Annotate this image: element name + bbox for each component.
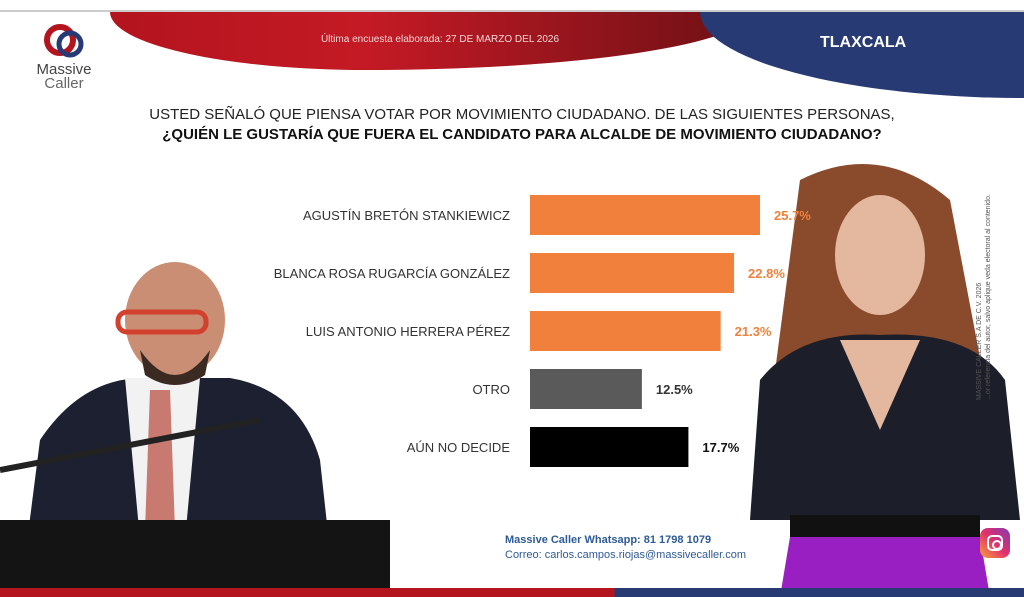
woman-photo: [750, 164, 1020, 597]
copyright-line2: ...or referencia del autor, salvo apliqu…: [985, 194, 992, 400]
top-rule: [0, 10, 1024, 12]
bar: [530, 253, 735, 293]
copyright-line1: MASSIVE CALLER S.A DE C.V. 2026: [976, 282, 983, 400]
value-label: 25.7%: [774, 208, 811, 223]
state-name: TLAXCALA: [820, 34, 907, 51]
question-line2: ¿QUIÉN LE GUSTARÍA QUE FUERA EL CANDIDAT…: [162, 126, 882, 143]
category-label: LUIS ANTONIO HERRERA PÉREZ: [306, 324, 510, 339]
value-label: 21.3%: [735, 324, 772, 339]
survey-date: Última encuesta elaborada: 27 DE MARZO D…: [320, 34, 560, 45]
bar: [530, 311, 721, 351]
bar: [530, 195, 761, 235]
logo-line2: Caller: [44, 75, 84, 92]
logo-icon: [44, 24, 84, 58]
category-label: BLANCA ROSA RUGARCÍA GONZÁLEZ: [274, 266, 510, 281]
category-label: OTRO: [472, 382, 510, 397]
question-line1: USTED SEÑALÓ QUE PIENSA VOTAR POR MOVIMI…: [149, 106, 895, 123]
category-label: AGUSTÍN BRETÓN STANKIEWICZ: [303, 208, 510, 223]
bar: [530, 369, 642, 409]
value-label: 22.8%: [748, 266, 785, 281]
copyright-note: MASSIVE CALLER S.A DE C.V. 2026 ...or re…: [975, 194, 993, 400]
value-label: 17.7%: [702, 440, 739, 455]
contact-footer: Massive Caller Whatsapp: 81 1798 1079 Co…: [505, 533, 746, 563]
instagram-icon[interactable]: [980, 528, 1010, 558]
email-contact: Correo: carlos.campos.riojas@massivecall…: [505, 549, 747, 561]
logo-line1: Massive: [36, 61, 92, 78]
massive-caller-logo: Massive Caller: [28, 22, 100, 91]
whatsapp-contact: Massive Caller Whatsapp: 81 1798 1079: [505, 534, 712, 546]
man-photo: [0, 262, 390, 597]
value-label: 12.5%: [656, 382, 693, 397]
bottom-band: [0, 588, 1024, 597]
bar: [530, 427, 689, 467]
category-label: AÚN NO DECIDE: [407, 440, 511, 455]
